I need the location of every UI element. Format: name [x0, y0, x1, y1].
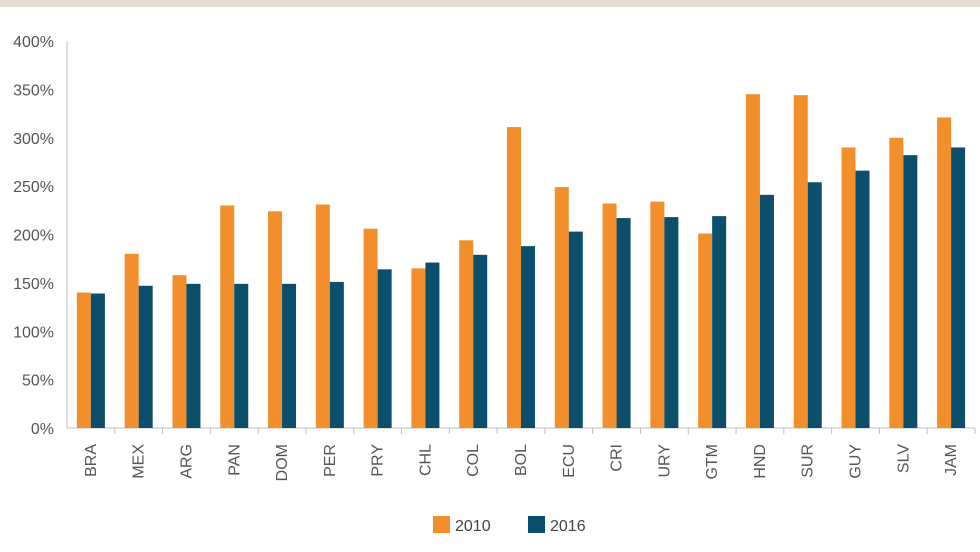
x-tick-label: BOL — [513, 444, 530, 476]
x-tick-label: PER — [322, 444, 339, 477]
bar-2016-chl — [425, 262, 440, 428]
bar-2010-ecu — [554, 187, 569, 428]
y-tick-label: 300% — [13, 131, 54, 148]
x-tick-label: URY — [656, 444, 673, 478]
bar-2016-gtm — [712, 216, 727, 428]
x-tick-label: HND — [752, 444, 769, 479]
top-border — [0, 0, 980, 7]
bar-2010-dom — [268, 211, 283, 428]
bar-2016-pan — [234, 283, 249, 428]
bars — [76, 94, 966, 429]
bar-2010-mex — [124, 253, 139, 428]
legend-label-2010: 2010 — [455, 518, 491, 535]
x-tick-label: SLV — [895, 444, 912, 473]
bar-2010-bol — [507, 127, 521, 429]
bar-2016-col — [473, 254, 488, 428]
legend: 2010 2016 — [433, 516, 586, 535]
bar-2010-sur — [793, 95, 808, 429]
bar-2016-slv — [903, 155, 918, 429]
bar-2016-bol — [521, 246, 535, 428]
bar-2010-slv — [889, 137, 904, 428]
y-tick-label: 250% — [13, 179, 54, 196]
legend-label-2016: 2016 — [550, 518, 586, 535]
bar-2016-arg — [186, 283, 201, 428]
x-axis-ticks — [114, 428, 976, 434]
bar-2010-chl — [411, 268, 426, 428]
bar-2016-cri — [616, 218, 631, 428]
bar-2010-pry — [363, 228, 378, 428]
x-tick-label: JAM — [943, 444, 960, 476]
bar-2010-guy — [841, 147, 856, 429]
bar-2010-per — [315, 204, 330, 428]
y-tick-label: 400% — [13, 34, 54, 51]
x-tick-label: CRI — [609, 444, 626, 472]
bar-2016-sur — [807, 182, 822, 428]
bar-2010-arg — [172, 275, 187, 428]
legend-swatch-2010 — [433, 516, 450, 533]
bar-2016-bra — [90, 293, 105, 428]
x-tick-label: DOM — [274, 444, 291, 481]
x-tick-label: CHL — [417, 444, 434, 476]
bar-2010-cri — [602, 203, 617, 428]
x-tick-label: SUR — [800, 444, 817, 478]
bar-2010-pan — [220, 205, 235, 428]
bar-2016-jam — [951, 147, 966, 429]
bar-2010-gtm — [698, 233, 713, 428]
bar-2016-hnd — [759, 194, 774, 428]
y-tick-label: 0% — [31, 421, 54, 438]
x-tick-label: PAN — [226, 444, 243, 476]
x-tick-label: ECU — [561, 444, 578, 478]
bar-2010-bra — [76, 292, 91, 428]
bar-2010-hnd — [745, 94, 760, 429]
bar-2016-ecu — [568, 231, 583, 428]
bar-2016-pry — [377, 269, 392, 428]
bar-2010-col — [459, 240, 474, 428]
y-tick-label: 100% — [13, 324, 54, 341]
x-tick-label: GTM — [704, 444, 721, 480]
bar-2016-dom — [282, 283, 297, 428]
y-axis-labels: 0% 50% 100% 150% 200% 250% 300% 350% 400% — [13, 34, 54, 438]
bar-2016-ury — [664, 217, 679, 428]
x-tick-label: GUY — [848, 444, 865, 479]
bar-2016-guy — [855, 170, 870, 428]
y-tick-label: 200% — [13, 228, 54, 245]
bar-2010-ury — [650, 201, 665, 428]
y-tick-label: 50% — [22, 373, 54, 390]
x-tick-label: PRY — [370, 444, 387, 477]
legend-swatch-2016 — [528, 516, 545, 533]
x-tick-label: BRA — [83, 444, 100, 477]
bar-2016-mex — [138, 285, 153, 428]
bar-2016-per — [329, 281, 344, 428]
x-tick-label: MEX — [131, 444, 148, 479]
x-axis-labels: BRA MEX ARG PAN DOM PER PRY CHL COL BOL ECU CRI URY G… — [83, 444, 960, 482]
bar-2010-jam — [937, 117, 952, 429]
y-tick-label: 350% — [13, 82, 54, 99]
x-tick-label: COL — [465, 444, 482, 477]
x-tick-label: ARG — [178, 444, 195, 479]
y-tick-label: 150% — [13, 276, 54, 293]
